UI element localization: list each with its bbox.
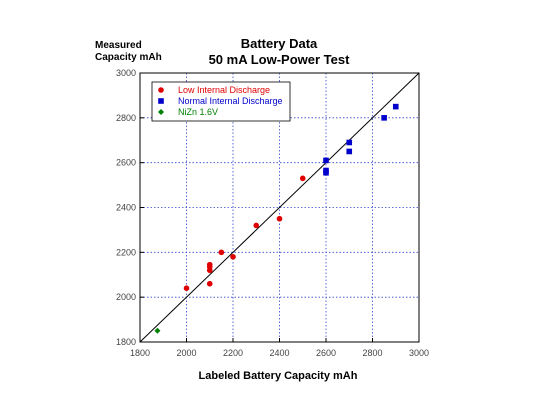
y-axis-ticks: 1800 2000 2200 2400 2600 2800 3000 — [116, 68, 144, 347]
data-point — [154, 327, 161, 334]
x-tick-label: 2800 — [362, 348, 382, 358]
x-tick-label: 1800 — [130, 348, 150, 358]
y-axis-label-line2: Capacity mAh — [95, 52, 162, 63]
data-point — [323, 169, 329, 176]
data-point — [206, 261, 213, 268]
legend-label: NiZn 1.6V — [178, 107, 218, 117]
data-point — [346, 139, 353, 146]
x-axis-ticks: 1800 2000 2200 2400 2600 2800 3000 — [130, 338, 429, 358]
data-point — [276, 215, 283, 222]
data-points — [154, 103, 399, 334]
y-tick-label: 2200 — [116, 247, 136, 257]
legend-marker — [158, 87, 164, 93]
data-point — [392, 103, 399, 110]
x-tick-label: 3000 — [409, 348, 429, 358]
data-point — [299, 175, 306, 182]
data-point — [253, 222, 260, 229]
data-point — [230, 254, 236, 260]
y-tick-label: 2600 — [116, 158, 136, 168]
x-axis-label: Labeled Battery Capacity mAh — [199, 370, 358, 382]
legend-label: Normal Internal Discharge — [178, 96, 283, 106]
x-tick-label: 2600 — [316, 348, 336, 358]
data-point — [346, 148, 353, 155]
legend-box — [151, 81, 291, 122]
x-tick-label: 2200 — [223, 348, 243, 358]
y-axis-label-line1: Measured — [95, 40, 142, 51]
data-point — [183, 285, 190, 292]
data-point — [206, 280, 213, 287]
y-tick-label: 1800 — [116, 337, 136, 347]
y-tick-label: 3000 — [116, 68, 136, 78]
y-tick-label: 2400 — [116, 203, 136, 213]
x-tick-label: 2000 — [176, 348, 196, 358]
y-tick-label: 2000 — [116, 292, 136, 302]
legend-label: Low Internal Discharge — [178, 85, 270, 95]
data-point — [381, 115, 387, 121]
x-tick-label: 2400 — [269, 348, 289, 358]
legend-marker — [158, 109, 164, 115]
data-point — [323, 157, 329, 164]
reference-line — [139, 72, 420, 343]
legend-marker — [158, 98, 164, 104]
data-point — [218, 249, 225, 256]
chart-subtitle: 50 mA Low-Power Test — [209, 52, 351, 67]
chart-title: Battery Data — [241, 36, 318, 51]
y-tick-label: 2800 — [116, 113, 136, 123]
